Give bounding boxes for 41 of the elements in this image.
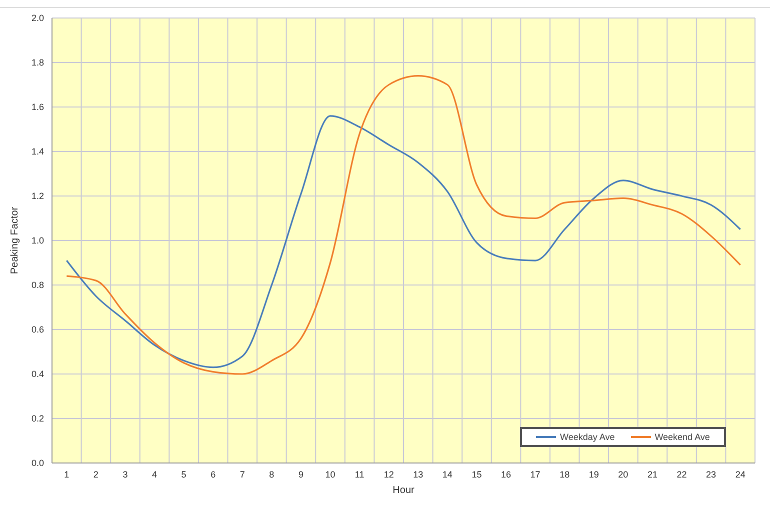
x-tick-label: 24 xyxy=(735,469,746,480)
x-tick-label: 16 xyxy=(501,469,512,480)
line-series xyxy=(66,75,742,375)
x-tick-label: 22 xyxy=(676,469,687,480)
y-tick-label: 0.0 xyxy=(31,458,44,468)
y-tick-label: 1.4 xyxy=(31,146,44,157)
y-tick-label: 1.0 xyxy=(31,236,44,246)
y-tick-label: 0.4 xyxy=(31,369,44,380)
x-tick-label: 14 xyxy=(442,469,452,480)
x-tick-label: 3 xyxy=(122,469,128,480)
x-tick-label: 7 xyxy=(240,469,245,480)
x-tick-label: 6 xyxy=(210,469,216,480)
x-tick-label: 18 xyxy=(560,469,570,480)
x-tick-label: 21 xyxy=(647,469,658,480)
y-tick-label: 1.2 xyxy=(31,191,44,202)
legend-label: Weekend Ave xyxy=(654,432,710,442)
x-tick-label: 4 xyxy=(152,469,158,480)
x-tick-label: 17 xyxy=(530,469,540,480)
y-tick-label: 1.6 xyxy=(31,102,44,112)
x-tick-label: 20 xyxy=(618,469,628,480)
legend-label: Weekday Ave xyxy=(559,432,615,442)
x-tick-label: 19 xyxy=(588,469,599,480)
x-tick-label: 5 xyxy=(181,469,186,480)
x-tick-label: 11 xyxy=(354,469,364,480)
y-tick-label: 2.0 xyxy=(31,13,44,24)
x-tick-label: 1 xyxy=(64,469,70,480)
x-tick-label: 8 xyxy=(269,469,274,480)
y-tick-label: 0.6 xyxy=(31,324,44,335)
x-tick-label: 23 xyxy=(706,469,716,480)
x-axis-title: Hour xyxy=(392,485,415,496)
line-series xyxy=(66,115,742,368)
y-tick-label: 1.8 xyxy=(31,58,44,68)
x-tick-label: 13 xyxy=(413,469,424,480)
x-tick-label: 9 xyxy=(298,469,304,480)
x-tick-label: 10 xyxy=(325,469,336,480)
x-tick-label: 12 xyxy=(384,469,394,480)
x-tick-label: 15 xyxy=(472,469,482,480)
y-axis-title: Peaking Factor xyxy=(10,206,21,274)
y-tick-label: 0.2 xyxy=(31,414,44,424)
y-tick-label: 0.8 xyxy=(31,280,44,290)
x-tick-label: 2 xyxy=(93,469,98,480)
